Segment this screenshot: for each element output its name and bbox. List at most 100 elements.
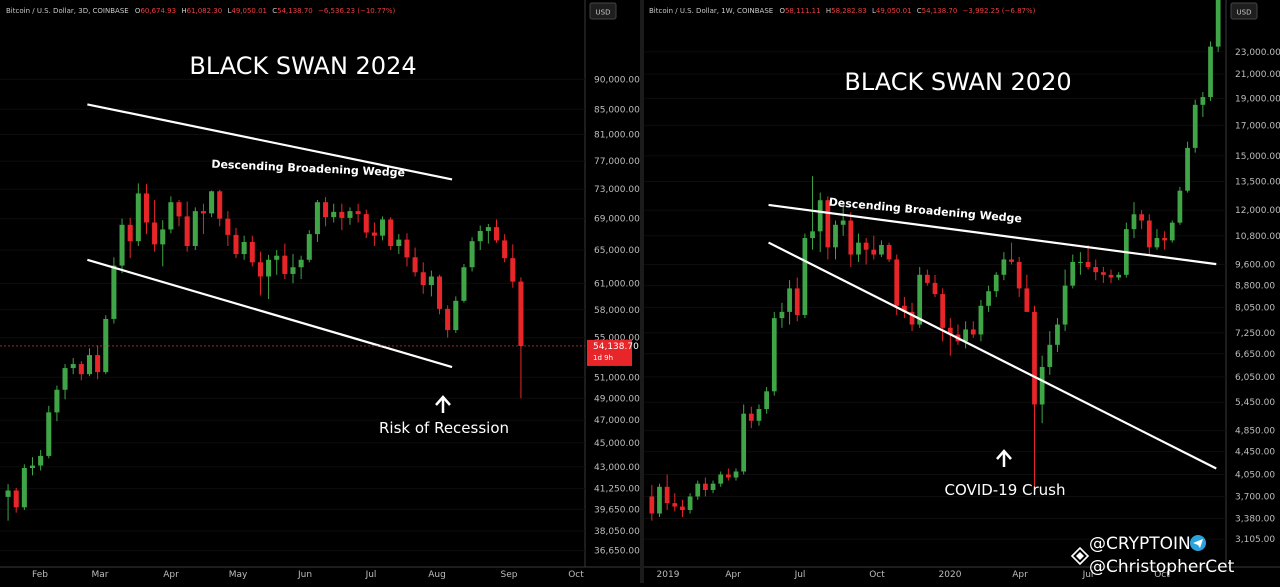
annotation-label: Risk of Recession [379,419,509,437]
y-tick-label: 21,000.00 [1235,70,1280,80]
candle [787,280,792,325]
candle [1192,99,1198,153]
y-tick-label: 49,000.00 [594,394,640,404]
candle [1047,331,1053,375]
candle-body [168,202,174,230]
y-tick-label: 45,000.00 [594,439,640,449]
candle [1001,252,1007,281]
candle [298,255,304,280]
candle [1169,220,1175,243]
diamond-logo-icon [1070,546,1090,566]
y-tick-label: 58,000.00 [594,306,640,316]
y-tick-label: 90,000.00 [594,75,640,85]
candle-body [657,486,662,514]
candle-body [111,265,117,319]
x-tick-label: Aug [428,570,446,580]
candle-body [306,234,312,260]
candle-body [649,496,655,514]
candle [152,200,158,252]
candle-body [1116,274,1122,278]
panel-divider[interactable] [640,0,644,583]
time-axis: Feb Mar Apr May Jun Jul Aug Sep Oct [32,570,584,580]
candle [323,197,329,227]
candle-body [453,300,459,331]
y-tick-label: 4,050.00 [1235,470,1275,480]
candle [664,474,670,511]
candle-body [103,318,109,373]
candle [687,493,693,514]
symbol-header: Bitcoin / U.S. Dollar, 3D, COINBASE O60,… [6,7,396,15]
candle [257,251,263,296]
candle [160,220,166,267]
time-axis: 2019 Apr Jul Oct 2020 Apr Jul Oct [657,570,1171,580]
right-chart-panel: Bitcoin / U.S. Dollar, 1W, COINBASE O58,… [644,0,1280,580]
candle-body [282,255,288,274]
candle [1078,252,1083,275]
currency-label: USD [1237,9,1252,17]
candle [176,200,182,227]
candle [1032,305,1037,487]
candle [86,348,93,377]
x-tick-label: Apr [725,570,741,580]
candle-body [703,483,708,490]
candle-body [436,276,443,309]
y-tick-label: 4,450.00 [1235,448,1275,458]
candle [924,269,930,286]
candle [649,484,655,521]
candle [428,270,434,297]
candle [436,274,443,315]
candle [886,242,892,262]
candle-body [331,211,337,218]
candle [703,477,708,497]
candle-body [225,218,231,235]
candle [249,235,255,267]
candle [200,203,206,235]
candle-body [339,211,345,218]
candle [70,358,76,375]
candle-body [848,220,854,255]
candle-body [127,224,133,242]
y-tick-label: 55,000.00 [594,334,640,344]
candle [477,225,483,251]
candle-body [209,191,215,214]
candle [963,321,968,349]
candle [1093,259,1099,281]
y-tick-label: 3,700.00 [1235,492,1275,502]
candle [1215,0,1221,52]
y-tick-label: 65,000.00 [594,246,640,256]
y-tick-label: 5,450.00 [1235,398,1275,408]
candle [510,244,516,288]
candle [127,217,133,259]
y-tick-label: 6,650.00 [1235,350,1275,360]
candle [306,230,312,263]
candle-body [86,355,93,375]
candle [274,250,280,275]
candle-body [510,258,516,282]
candle [1024,274,1030,312]
candle-body [95,355,101,373]
candle-body [388,219,394,246]
candle-body [380,219,386,236]
currency-button[interactable] [1230,2,1258,20]
candle-body [518,281,524,346]
candle-body [1192,104,1198,148]
currency-button[interactable] [589,2,617,20]
candle [380,216,386,241]
y-tick-label: 9,600.00 [1235,260,1275,270]
candle [1123,222,1129,278]
candle [347,207,353,225]
candle-body [879,244,884,255]
candle-body [733,471,739,478]
candle-body [817,200,823,232]
x-tick-label: Sep [501,570,518,580]
candle-body [993,274,999,292]
x-tick-label: 2020 [939,570,962,580]
candle-body [695,483,701,497]
candle-body [502,240,508,259]
candle-body [192,211,198,246]
candle [970,321,976,338]
candle-body [886,244,892,260]
candle [143,184,149,235]
candle-body [825,200,831,248]
price-axis: 90,000.00 85,000.00 81,000.00 77,000.00 73,0… [594,75,640,556]
